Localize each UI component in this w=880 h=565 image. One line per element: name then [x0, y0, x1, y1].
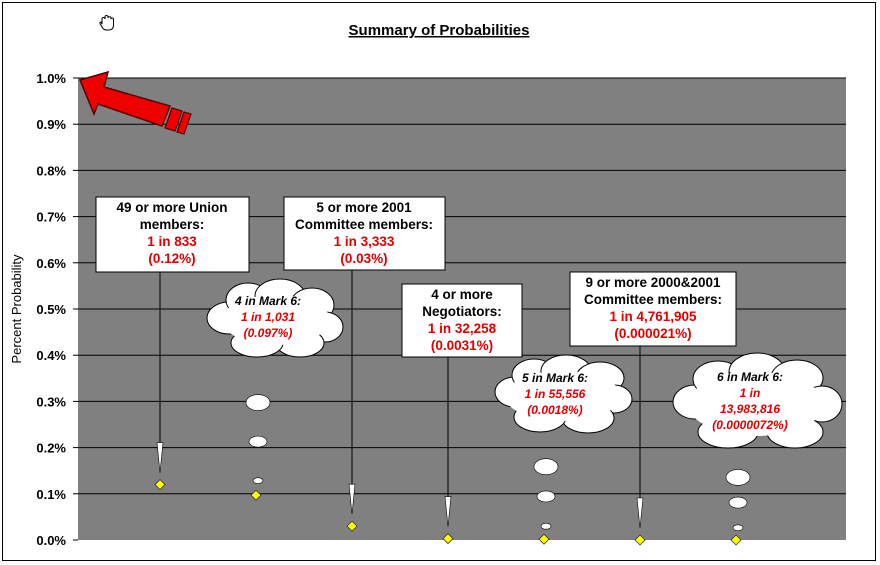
- svg-text:Committee members:: Committee members:: [584, 292, 722, 307]
- svg-text:(0.000021%): (0.000021%): [614, 326, 691, 341]
- svg-text:1 in 1,031: 1 in 1,031: [241, 310, 295, 324]
- data-point: [730, 534, 742, 546]
- data-points: [154, 478, 742, 546]
- y-tick-label: 0.5%: [36, 302, 66, 317]
- pointer-tip: [444, 496, 452, 527]
- svg-text:4 or more: 4 or more: [431, 287, 493, 302]
- data-point: [154, 478, 166, 491]
- thought-bubble: [245, 394, 271, 411]
- svg-text:(0.0018%): (0.0018%): [527, 403, 582, 417]
- y-tick-label: 0.9%: [36, 117, 66, 132]
- pointer-tip: [348, 483, 356, 515]
- y-tick-label: 0.8%: [36, 163, 66, 178]
- y-tick-label: 0.4%: [36, 348, 66, 363]
- svg-text:5 or more 2001: 5 or more 2001: [316, 200, 412, 215]
- thought-bubble: [252, 477, 264, 484]
- annotation-pointers: [156, 270, 644, 529]
- thought-bubble: [725, 469, 751, 486]
- data-point: [538, 533, 550, 545]
- data-point: [250, 489, 262, 501]
- y-tick-label: 0.3%: [36, 394, 66, 409]
- y-tick-label: 0.0%: [36, 533, 66, 548]
- svg-text:6 in Mark 6:: 6 in Mark 6:: [717, 370, 783, 384]
- svg-text:13,983,816: 13,983,816: [720, 402, 780, 416]
- svg-text:1 in 3,333: 1 in 3,333: [334, 234, 395, 249]
- svg-text:1 in 4,761,905: 1 in 4,761,905: [609, 309, 697, 324]
- data-point: [442, 533, 454, 545]
- svg-text:(0.12%): (0.12%): [148, 251, 195, 266]
- svg-text:1 in 833: 1 in 833: [147, 234, 197, 249]
- red-arrow-icon: [78, 70, 192, 135]
- svg-text:(0.097%): (0.097%): [244, 326, 293, 340]
- annotation-4-in-mark-6: 4 in Mark 6: 1 in 1,031 (0.097%): [206, 278, 344, 358]
- annotation-2000-2001-committee: 9 or more 2000&2001 Committee members: 1…: [569, 271, 737, 347]
- svg-text:members:: members:: [140, 217, 205, 232]
- y-axis-ticks: 0.0% 0.1% 0.2% 0.3% 0.4% 0.5% 0.6% 0.7% 0.8% 0.9%…: [36, 71, 66, 548]
- thought-bubble: [248, 435, 268, 448]
- annotation-5-in-mark-6: 5 in Mark 6: 1 in 55,556 (0.0018%): [494, 354, 633, 434]
- pointer-tip: [636, 497, 644, 529]
- y-tick-label: 0.7%: [36, 210, 66, 225]
- svg-text:Negotiators:: Negotiators:: [422, 304, 502, 319]
- data-point: [346, 520, 358, 532]
- svg-text:4 in Mark 6:: 4 in Mark 6:: [234, 294, 301, 308]
- thought-bubble: [728, 496, 748, 509]
- thought-bubble: [536, 490, 556, 503]
- thought-bubble-trails: [245, 394, 751, 532]
- thought-bubble: [732, 524, 744, 532]
- annotation-2001-committee: 5 or more 2001 Committee members: 1 in 3…: [283, 196, 446, 271]
- y-tick-label: 0.6%: [36, 256, 66, 271]
- svg-text:1 in: 1 in: [740, 386, 761, 400]
- thought-bubble: [540, 522, 552, 530]
- data-point: [634, 534, 646, 546]
- y-tick-label: 1.0%: [36, 71, 66, 86]
- svg-text:9 or more 2000&2001: 9 or more 2000&2001: [585, 275, 721, 290]
- y-axis-label: Percent Probability: [9, 254, 24, 364]
- svg-text:(0.0031%): (0.0031%): [431, 338, 493, 353]
- thought-bubble: [533, 458, 559, 476]
- svg-text:(0.03%): (0.03%): [340, 251, 387, 266]
- annotation-union-members: 49 or more Union members: 1 in 833 (0.12…: [95, 196, 250, 273]
- chart-title: Summary of Probabilities: [349, 22, 530, 39]
- svg-text:1 in 55,556: 1 in 55,556: [525, 387, 586, 401]
- svg-text:49 or more Union: 49 or more Union: [116, 200, 227, 215]
- svg-text:Committee members:: Committee members:: [295, 217, 433, 232]
- annotation-negotiators: 4 or more Negotiators: 1 in 32,258 (0.00…: [401, 283, 523, 358]
- pointer-tip: [156, 442, 164, 473]
- svg-text:(0.0000072%): (0.0000072%): [712, 418, 787, 432]
- svg-text:5 in Mark 6:: 5 in Mark 6:: [522, 371, 588, 385]
- hand-cursor-icon: [99, 14, 114, 31]
- y-tick-label: 0.2%: [36, 441, 66, 456]
- svg-text:1 in 32,258: 1 in 32,258: [428, 321, 497, 336]
- annotation-6-in-mark-6: 6 in Mark 6: 1 in 13,983,816 (0.0000072%…: [672, 352, 843, 449]
- y-tick-label: 0.1%: [36, 487, 66, 502]
